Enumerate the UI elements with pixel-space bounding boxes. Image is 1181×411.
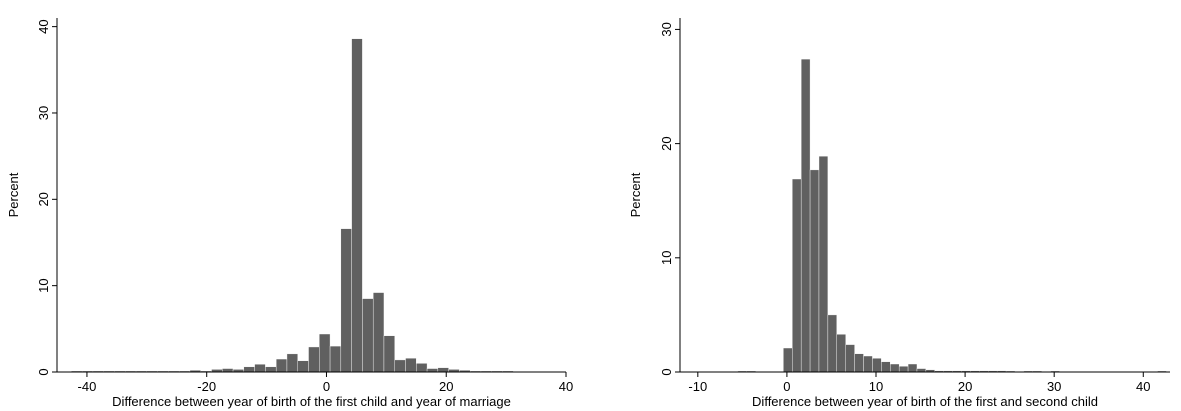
bar bbox=[297, 360, 309, 373]
histogram-panel-2: 0 10 20 30 -10 0 10 20 30 40 Difference between ye… bbox=[628, 18, 1170, 409]
bar bbox=[898, 366, 909, 373]
bar bbox=[426, 368, 439, 373]
y-tick-label: 20 bbox=[659, 136, 674, 150]
x-tick-label: 0 bbox=[323, 379, 330, 394]
bar bbox=[254, 364, 266, 373]
x-tick-label: 0 bbox=[783, 379, 790, 394]
bar bbox=[437, 367, 449, 373]
bar bbox=[394, 359, 406, 373]
bar bbox=[881, 361, 891, 373]
x-tick-label: 40 bbox=[1136, 379, 1150, 394]
bar bbox=[286, 353, 298, 373]
bar bbox=[222, 368, 234, 373]
bar bbox=[890, 363, 900, 373]
bar bbox=[800, 58, 811, 373]
y-tick-label: 10 bbox=[36, 278, 51, 292]
bar bbox=[872, 358, 882, 373]
y-tick-label: 30 bbox=[36, 106, 51, 120]
x-tick-label: -40 bbox=[78, 379, 97, 394]
bar bbox=[827, 314, 838, 373]
x-tick-label: 20 bbox=[439, 379, 453, 394]
bar bbox=[243, 366, 255, 373]
bar bbox=[351, 38, 363, 373]
y-tick-label: 0 bbox=[36, 368, 51, 375]
y-axis-title: Percent bbox=[6, 172, 21, 217]
y-axis-title: Percent bbox=[628, 172, 643, 217]
bar bbox=[319, 333, 331, 373]
bar bbox=[792, 178, 802, 373]
x-tick-label: 30 bbox=[1047, 379, 1061, 394]
bar bbox=[836, 334, 846, 373]
bar bbox=[845, 344, 855, 373]
bar bbox=[916, 368, 927, 373]
y-tick-label: 20 bbox=[36, 192, 51, 206]
bar bbox=[308, 346, 320, 373]
bar bbox=[340, 228, 352, 373]
bar bbox=[416, 363, 428, 373]
bar bbox=[372, 292, 385, 373]
bar bbox=[818, 155, 829, 373]
x-tick-label: 20 bbox=[958, 379, 972, 394]
bar bbox=[265, 366, 277, 373]
bar bbox=[405, 357, 417, 373]
x-tick-label: 40 bbox=[559, 379, 573, 394]
y-tick-label: 10 bbox=[659, 251, 674, 265]
y-tick-label: 0 bbox=[659, 368, 674, 375]
bar bbox=[809, 169, 820, 373]
bar bbox=[383, 335, 395, 373]
x-axis-title: Difference between year of birth of the … bbox=[112, 394, 511, 409]
y-tick-label: 40 bbox=[36, 19, 51, 33]
x-tick-label: -20 bbox=[197, 379, 216, 394]
bar bbox=[783, 347, 793, 373]
bar bbox=[275, 358, 288, 373]
bar bbox=[863, 355, 873, 373]
x-tick-label: 10 bbox=[869, 379, 883, 394]
bar bbox=[854, 353, 864, 373]
x-axis-title: Difference between year of birth of the … bbox=[752, 394, 1098, 409]
bar bbox=[362, 298, 374, 373]
x-tick-label: -10 bbox=[688, 379, 707, 394]
y-tick-label: 30 bbox=[659, 22, 674, 36]
histogram-panel-1: 0 10 20 30 40 -40 -20 0 20 40 Difference between y… bbox=[6, 18, 573, 409]
bar bbox=[907, 363, 918, 373]
bar bbox=[329, 345, 342, 373]
